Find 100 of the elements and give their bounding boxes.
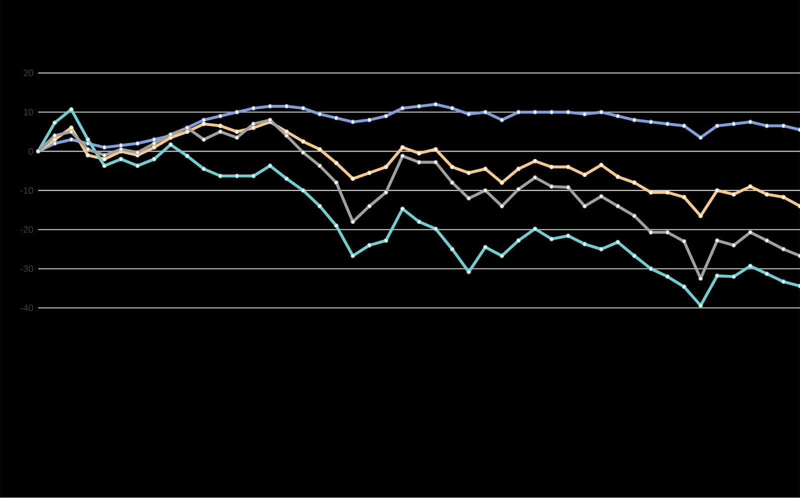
point	[532, 175, 538, 180]
point	[566, 164, 570, 170]
point	[616, 174, 620, 180]
y-tick-label: -10	[20, 187, 34, 194]
point	[202, 137, 206, 142]
point	[268, 104, 272, 109]
point	[384, 238, 388, 243]
point	[384, 114, 388, 118]
point	[748, 230, 753, 235]
point	[433, 226, 438, 232]
point	[483, 245, 488, 250]
point	[202, 122, 206, 126]
point	[433, 102, 438, 107]
point	[317, 147, 322, 152]
point	[152, 141, 156, 146]
point	[566, 234, 570, 238]
point	[483, 110, 488, 115]
point	[532, 158, 538, 164]
point	[632, 118, 637, 122]
point	[251, 106, 256, 111]
point	[218, 130, 223, 134]
point	[665, 190, 670, 195]
point	[500, 118, 504, 122]
point	[714, 188, 720, 193]
point	[483, 166, 488, 172]
point	[648, 190, 654, 195]
point	[599, 162, 604, 168]
point	[599, 110, 604, 115]
y-tick-label: 20	[24, 70, 34, 76]
point	[549, 164, 554, 170]
point	[118, 143, 124, 148]
point	[781, 195, 786, 200]
point	[416, 104, 422, 109]
point	[300, 150, 306, 155]
point	[367, 170, 372, 176]
point	[400, 154, 405, 158]
point	[52, 120, 58, 126]
point	[218, 114, 223, 118]
point	[218, 174, 223, 178]
point	[582, 242, 587, 246]
point	[384, 164, 388, 170]
point	[86, 137, 90, 142]
point	[184, 154, 190, 158]
point	[748, 184, 753, 189]
point	[616, 240, 620, 245]
point	[714, 238, 720, 243]
point	[599, 194, 604, 199]
point	[532, 226, 538, 232]
point	[732, 192, 736, 197]
point	[648, 230, 654, 235]
y-tick-label: 0	[28, 148, 34, 155]
point	[86, 141, 90, 146]
point	[450, 180, 454, 186]
point	[466, 112, 472, 117]
point	[516, 238, 521, 243]
point	[549, 184, 554, 189]
point	[682, 239, 686, 244]
point	[300, 106, 306, 111]
point	[118, 157, 124, 162]
point	[135, 141, 140, 146]
point	[665, 230, 670, 235]
point	[450, 247, 454, 252]
point	[384, 190, 388, 195]
point	[665, 122, 670, 126]
point	[202, 118, 206, 122]
point	[367, 118, 372, 122]
point	[500, 180, 504, 186]
point	[416, 220, 422, 224]
y-tick-label: -20	[20, 226, 34, 234]
point	[102, 164, 107, 168]
point	[732, 274, 736, 279]
point	[234, 110, 240, 115]
point	[350, 220, 356, 224]
point	[483, 188, 488, 193]
point	[218, 124, 223, 128]
point	[400, 206, 405, 212]
point	[500, 204, 504, 209]
point	[466, 196, 472, 201]
point	[616, 204, 620, 209]
y-tick-label: -30	[20, 266, 34, 272]
point	[102, 153, 107, 158]
point	[317, 112, 322, 117]
point	[732, 243, 736, 248]
point	[648, 266, 654, 272]
point	[334, 180, 339, 186]
point	[52, 141, 58, 146]
point	[135, 164, 140, 168]
point	[268, 164, 272, 168]
point	[549, 236, 554, 242]
point	[152, 137, 156, 142]
point	[251, 122, 256, 126]
point	[251, 174, 256, 178]
point	[284, 176, 289, 182]
point	[665, 274, 670, 279]
point	[416, 151, 422, 156]
point	[648, 120, 654, 124]
point	[400, 106, 405, 111]
point	[732, 122, 736, 126]
point	[300, 139, 306, 144]
point	[69, 137, 74, 142]
